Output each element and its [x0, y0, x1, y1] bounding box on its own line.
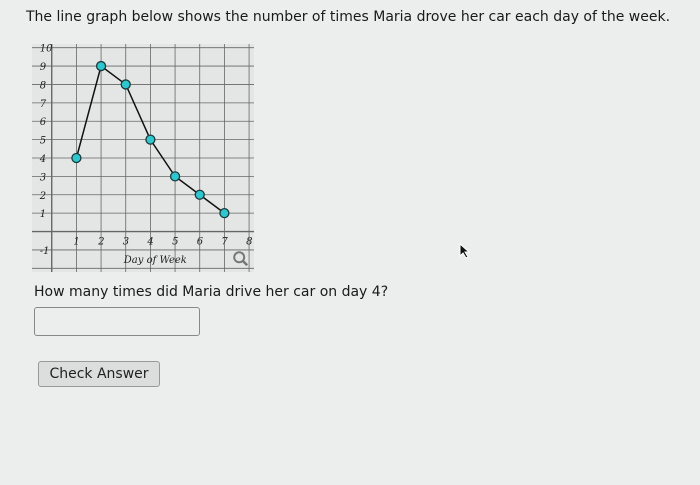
x-tick-label: 1 [73, 237, 79, 248]
x-tick-label: 8 [246, 237, 252, 248]
x-tick-label: 4 [146, 237, 153, 248]
x-tick-label: 3 [123, 237, 129, 248]
x-tick-label: 2 [97, 237, 104, 248]
y-tick-label: 3 [40, 172, 46, 183]
question-header: The line graph below shows the number of… [26, 9, 671, 25]
question-text: How many times did Maria drive her car o… [34, 284, 389, 300]
y-tick-label: 6 [40, 117, 47, 128]
check-answer-button[interactable]: Check Answer [38, 361, 160, 387]
x-tick-label: 7 [221, 237, 228, 248]
y-tick-label: 7 [40, 99, 47, 110]
data-point [120, 79, 131, 90]
answer-input[interactable] [34, 307, 200, 336]
data-point [95, 60, 107, 72]
y-tick-label: 10 [40, 44, 53, 55]
data-point [71, 152, 82, 164]
y-tick-label: 9 [40, 62, 47, 73]
mouse-cursor-icon [459, 243, 471, 259]
data-point [219, 208, 230, 219]
magnifier-icon[interactable] [233, 251, 249, 267]
data-point [145, 134, 156, 145]
data-point [169, 171, 181, 182]
y-tick-label: 4 [39, 154, 46, 165]
x-tick-label: 6 [197, 237, 204, 248]
y-tick-label: 2 [39, 191, 46, 202]
x-tick-label: 5 [172, 237, 178, 248]
y-tick-label: 1 [40, 209, 46, 220]
y-tick-label: 8 [40, 80, 46, 91]
x-axis-label: Day of Week [123, 255, 187, 266]
data-point [194, 189, 205, 200]
y-tick-label: 5 [40, 136, 46, 147]
y-tick-label: -1 [40, 246, 50, 257]
